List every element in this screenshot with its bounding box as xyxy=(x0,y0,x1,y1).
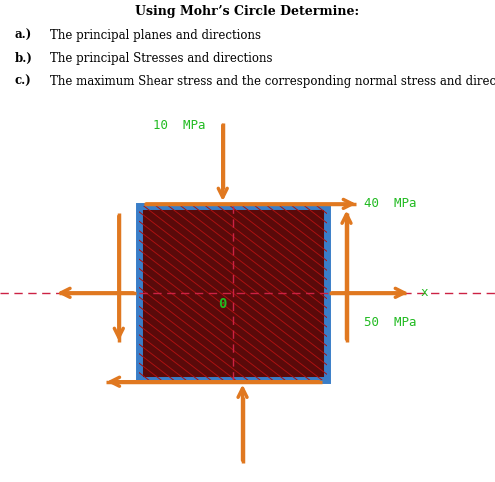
Text: x: x xyxy=(421,286,428,299)
Bar xyxy=(139,206,327,380)
Text: 40  MPa: 40 MPa xyxy=(364,198,416,211)
Text: c.): c.) xyxy=(15,75,32,88)
Text: 0: 0 xyxy=(218,296,226,310)
Text: a.): a.) xyxy=(15,29,32,42)
Text: 50  MPa: 50 MPa xyxy=(364,316,416,329)
Text: The principal Stresses and directions: The principal Stresses and directions xyxy=(50,52,272,65)
Text: The maximum Shear stress and the corresponding normal stress and directions: The maximum Shear stress and the corresp… xyxy=(50,75,495,88)
Text: The principal planes and directions: The principal planes and directions xyxy=(50,29,260,42)
Text: 10  MPa: 10 MPa xyxy=(153,119,206,132)
Text: b.): b.) xyxy=(15,52,33,65)
Text: Using Mohr’s Circle Determine:: Using Mohr’s Circle Determine: xyxy=(136,5,359,18)
